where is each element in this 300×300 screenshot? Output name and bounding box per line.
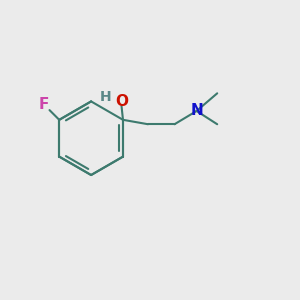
Text: N: N	[190, 103, 203, 118]
Text: F: F	[38, 97, 49, 112]
Text: O: O	[115, 94, 128, 109]
Text: H: H	[100, 90, 111, 104]
